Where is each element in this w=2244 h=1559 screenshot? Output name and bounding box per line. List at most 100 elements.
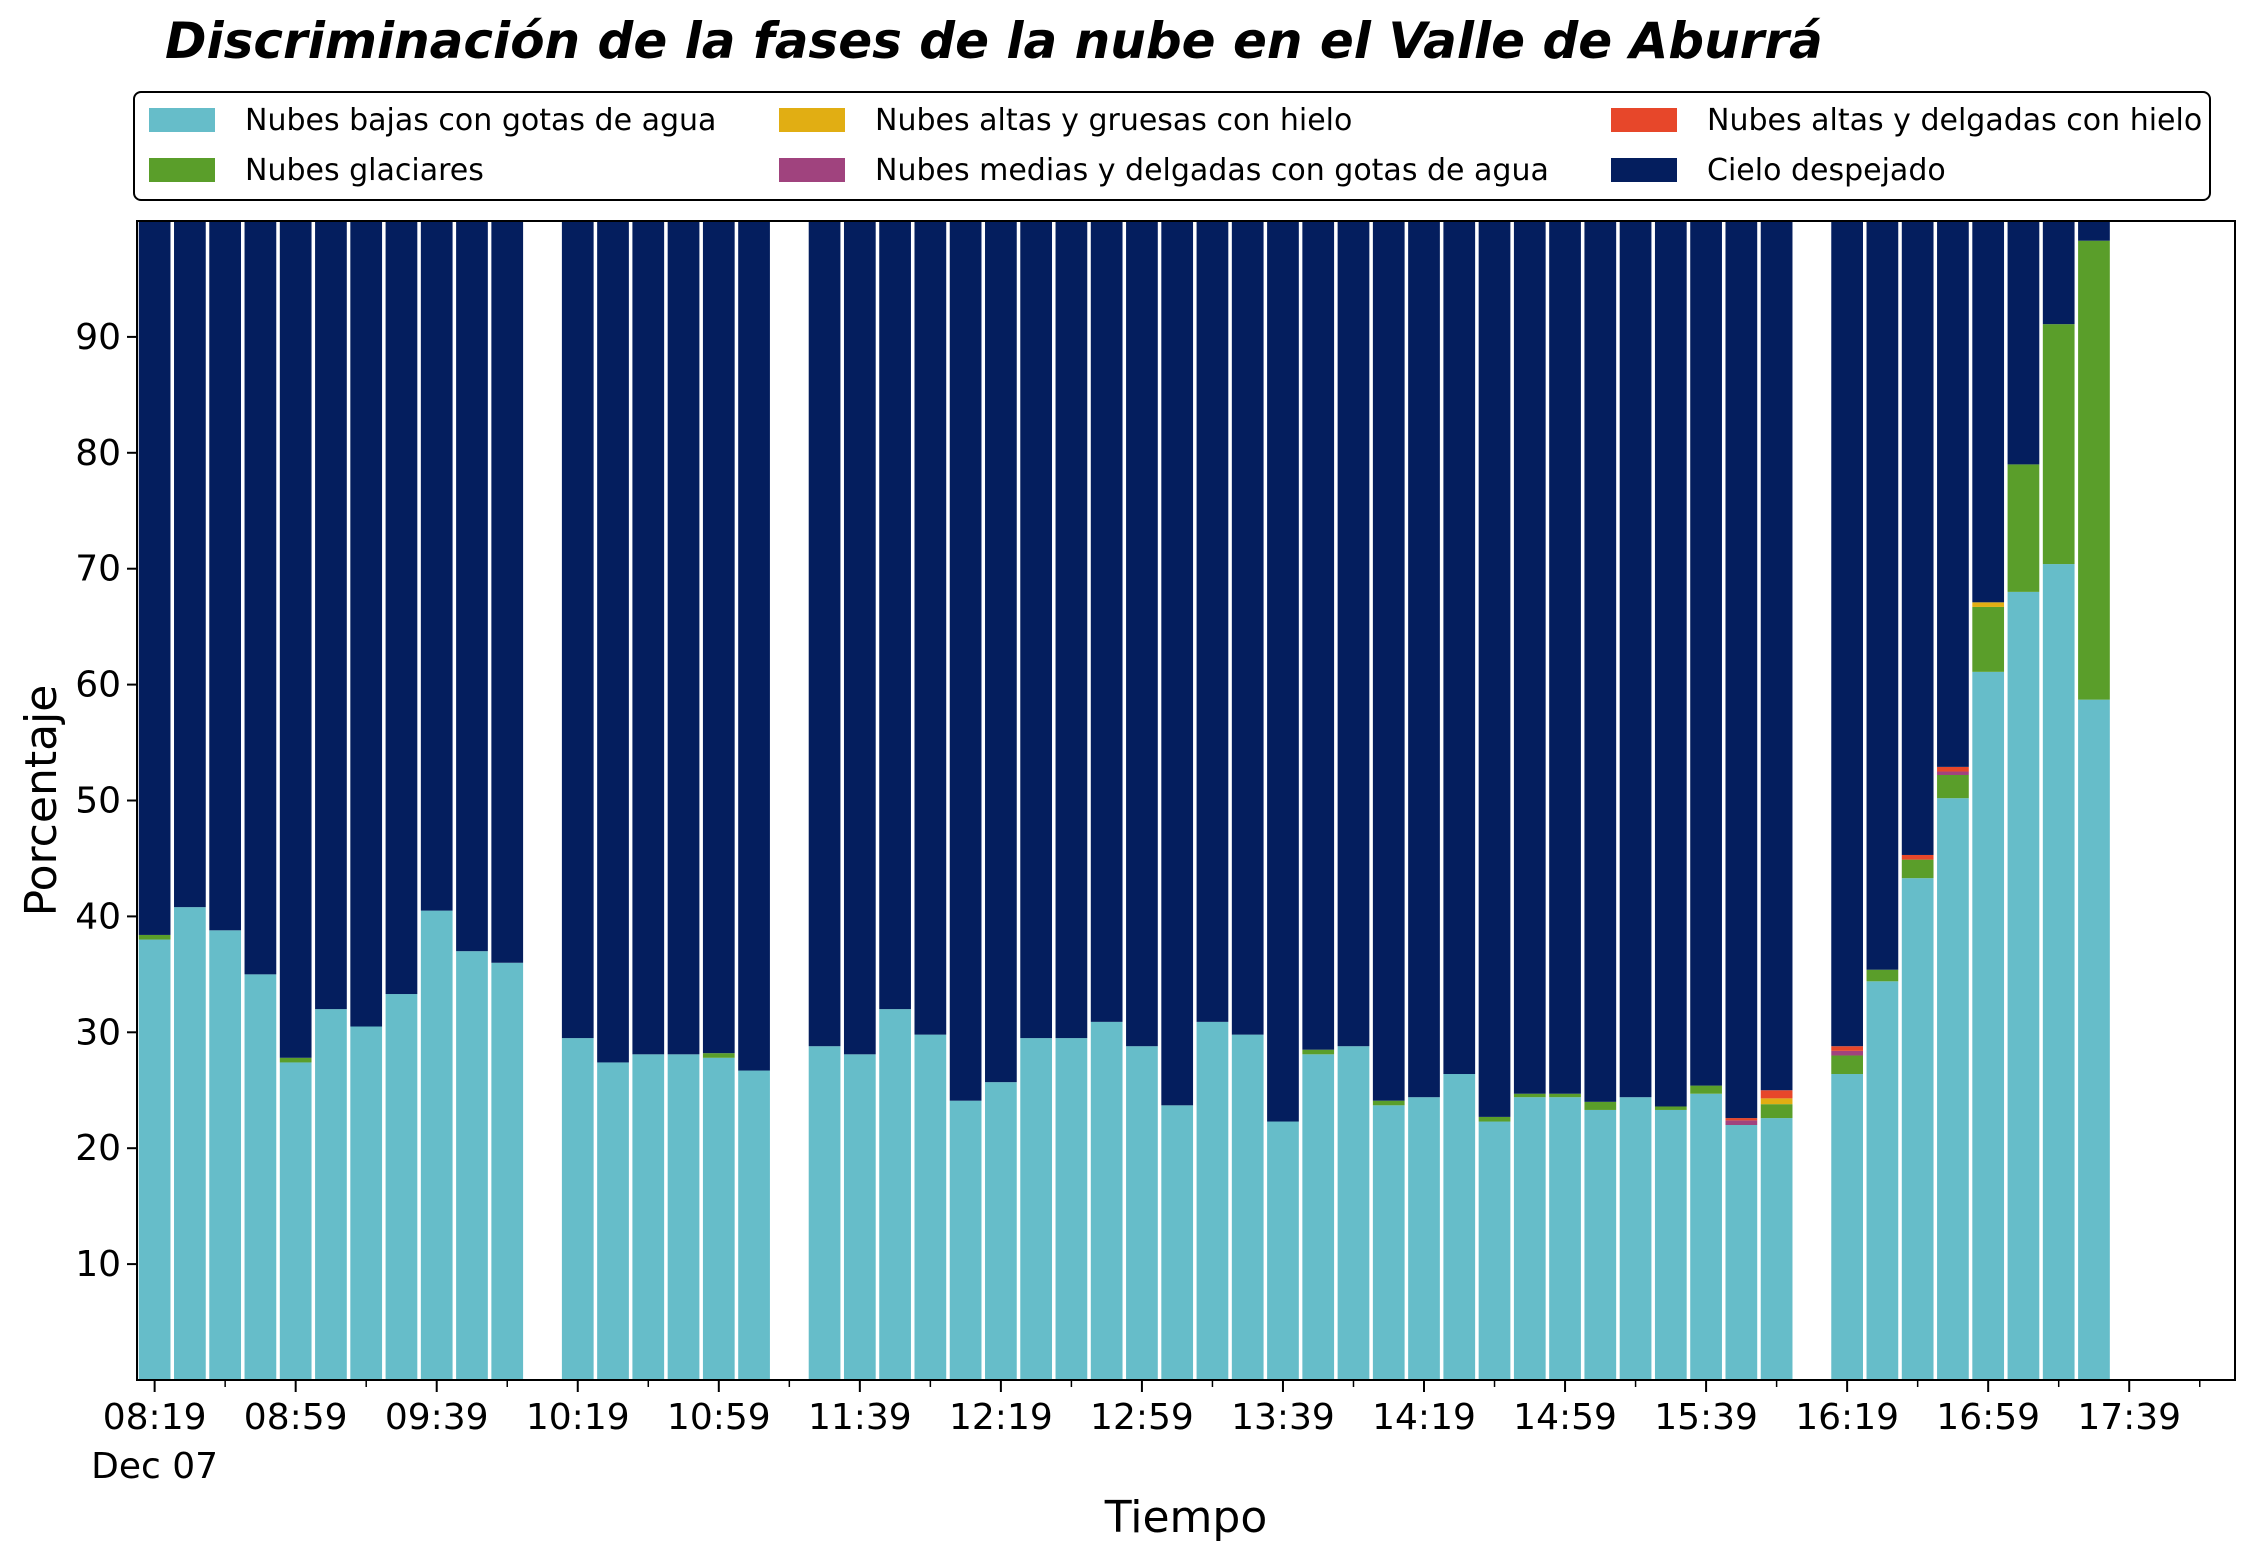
- legend-swatch: [1611, 158, 1677, 182]
- y-tick-label: 10: [75, 1244, 121, 1285]
- bar-segment: [738, 221, 770, 1071]
- bar-segment: [456, 951, 488, 1380]
- x-tick-label: 17:39: [2077, 1397, 2181, 1438]
- bar-segment: [1760, 1090, 1793, 1099]
- bar-segment: [1725, 221, 1758, 1119]
- bar-segment: [1231, 221, 1264, 1035]
- bar-segment: [1372, 1105, 1405, 1380]
- bar-segment: [632, 221, 665, 1055]
- legend-label: Nubes altas y gruesas con hielo: [875, 102, 1353, 138]
- bar-segment: [1020, 1038, 1053, 1380]
- bar-segment: [1831, 1050, 1863, 1056]
- bar-segment: [1478, 1116, 1511, 1122]
- bar-segment: [279, 1057, 312, 1063]
- bar-segment: [1937, 766, 1969, 772]
- legend-label: Cielo despejado: [1707, 152, 1946, 188]
- bar-segment: [1831, 221, 1863, 1047]
- bar-segment: [1972, 606, 2005, 672]
- bar-segment: [1443, 1074, 1476, 1380]
- bar-segment: [1513, 1093, 1546, 1098]
- bar-segment: [1654, 221, 1687, 1107]
- bar-segment: [702, 221, 735, 1054]
- legend-item: Nubes medias y delgadas con gotas de agu…: [765, 149, 1549, 191]
- bar-segment: [1302, 221, 1335, 1050]
- x-tick-label: 14:59: [1513, 1397, 1617, 1438]
- bar-segment: [667, 1054, 700, 1380]
- bar-segment: [702, 1057, 735, 1380]
- x-tick-label: 16:19: [1795, 1397, 1899, 1438]
- bar-segment: [138, 221, 171, 935]
- bar-segment: [1725, 1118, 1758, 1121]
- x-axis: 08:19 Dec 07 08:59 09:39 10:19 10:59 11:39 12:1…: [91, 1380, 2201, 1487]
- bar-segment: [209, 930, 242, 1380]
- bar-segment: [1408, 1097, 1440, 1380]
- bar-segment: [1901, 859, 1934, 879]
- y-tick-label: 80: [75, 433, 121, 474]
- bar-segment: [420, 910, 453, 1380]
- bar-segment: [1866, 981, 1899, 1380]
- bar-segment: [1972, 221, 2005, 603]
- chart-title: Discriminación de la fases de la nube en…: [165, 12, 1823, 70]
- bar-segment: [1161, 1105, 1194, 1380]
- bar-segment: [879, 221, 911, 1010]
- bar-segment: [2007, 591, 2040, 1380]
- bar-segment: [315, 1009, 347, 1380]
- bar-segment: [561, 221, 594, 1039]
- bar-segment: [1478, 221, 1511, 1117]
- bar-segment: [1972, 602, 2005, 607]
- y-tick-label: 50: [75, 781, 121, 822]
- bar-segment: [808, 221, 841, 1047]
- bar-segment: [597, 1062, 629, 1380]
- bar-segment: [2042, 221, 2075, 325]
- bar-segment: [279, 1062, 312, 1380]
- bar-segment: [1549, 1097, 1581, 1380]
- bar-segment: [1654, 1106, 1687, 1110]
- x-tick-label: 12:19: [949, 1397, 1053, 1438]
- x-tick-label: 12:59: [1090, 1397, 1194, 1438]
- bar-segment: [2042, 564, 2075, 1380]
- bar-segment: [420, 221, 453, 911]
- x-tick-label: 13:39: [1231, 1397, 1335, 1438]
- bar-segment: [1690, 1093, 1722, 1380]
- bar-segment: [174, 907, 206, 1380]
- y-axis: 10 20 30 40 50 60 70 80 90: [75, 317, 137, 1285]
- legend-item: Nubes glaciares: [135, 149, 484, 191]
- bar-segment: [1443, 221, 1476, 1075]
- bar-segment: [1372, 221, 1405, 1101]
- x-tick-label: 10:59: [667, 1397, 771, 1438]
- bar-layer: [138, 221, 2110, 1380]
- bar-segment: [1901, 878, 1934, 1380]
- bar-segment: [1337, 1046, 1370, 1380]
- bar-segment: [385, 221, 418, 995]
- y-axis-label: Porcentaje: [16, 685, 67, 917]
- y-tick-label: 90: [75, 317, 121, 358]
- x-tick-label: 09:39: [385, 1397, 489, 1438]
- bar-segment: [1549, 221, 1581, 1094]
- bar-segment: [1584, 1109, 1617, 1380]
- bar-segment: [350, 221, 383, 1027]
- bar-segment: [1690, 221, 1722, 1086]
- bar-segment: [1690, 1085, 1722, 1094]
- legend-swatch: [149, 108, 215, 132]
- bar-segment: [1302, 1049, 1335, 1055]
- x-axis-label: Tiempo: [1104, 1492, 1268, 1543]
- bar-segment: [702, 1053, 735, 1058]
- bar-segment: [244, 974, 277, 1380]
- x-tick-label: 08:19: [103, 1397, 207, 1438]
- y-tick-label: 30: [75, 1012, 121, 1053]
- legend: Nubes bajas con gotas de agua Nubes glaci…: [133, 91, 2211, 201]
- bar-segment: [1126, 1046, 1158, 1380]
- bar-segment: [561, 1038, 594, 1380]
- bar-segment: [1196, 1021, 1229, 1380]
- bar-segment: [1055, 221, 1088, 1039]
- bar-segment: [1267, 1121, 1299, 1380]
- bar-segment: [914, 221, 947, 1035]
- bar-segment: [949, 1100, 982, 1380]
- legend-item: Nubes altas y delgadas con hielo: [1597, 99, 2202, 141]
- bar-segment: [1725, 1125, 1758, 1380]
- bar-segment: [949, 221, 982, 1101]
- legend-label: Nubes altas y delgadas con hielo: [1707, 102, 2203, 138]
- bar-segment: [385, 994, 418, 1380]
- bar-segment: [1267, 221, 1299, 1122]
